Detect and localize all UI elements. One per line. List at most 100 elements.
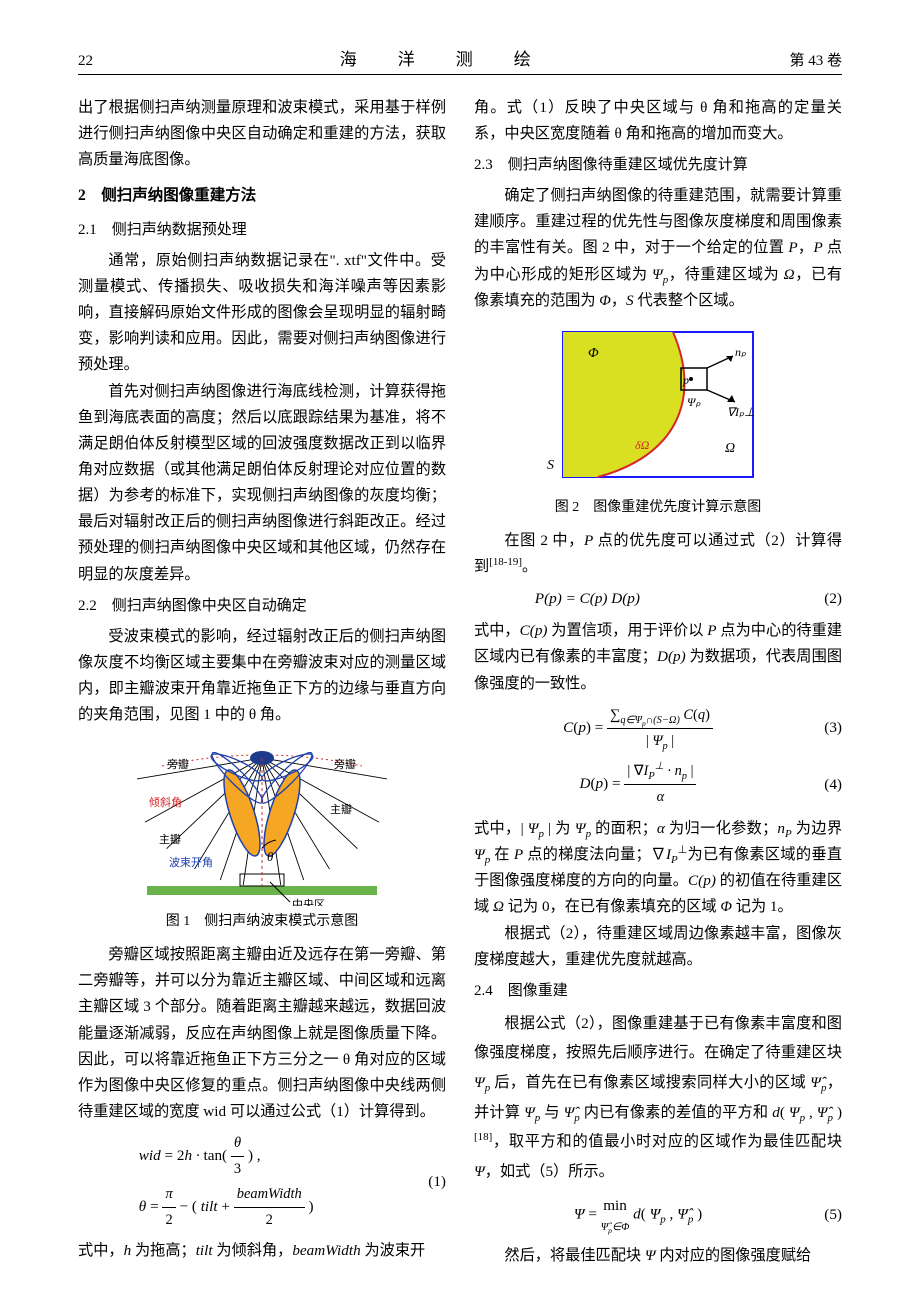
para-2-4-a: 根据公式（2），图像重建基于已有像素丰富度和图像强度梯度，按照先后顺序进行。在确… xyxy=(474,1009,842,1187)
var-p: P xyxy=(584,532,593,549)
var-alpha: α xyxy=(657,820,665,837)
var-s: S xyxy=(626,292,634,309)
volume-label: 第 43 卷 xyxy=(789,49,842,70)
txt: ) xyxy=(833,1104,842,1121)
section-2-3: 2.3 侧扫声纳图像待重建区域优先度计算 xyxy=(474,153,842,179)
equation-4-body: D(p) = | ∇IP⊥ · np | α xyxy=(474,759,802,810)
para-2-3-c: 式中，C(p) 为置信项，用于评价以 P 点为中心的待重建区域内已有像素的丰富度… xyxy=(474,618,842,696)
equation-2: P(p) = C(p) D(p) (2) xyxy=(474,586,842,612)
ref-18-19: [18-19] xyxy=(489,556,522,568)
svg-text:∇Iₚ⊥: ∇Iₚ⊥ xyxy=(727,405,755,419)
txt: 为归一化参数； xyxy=(665,820,777,837)
var-beamwidth: beamWidth xyxy=(292,1242,360,1259)
figure-2-caption: 图 2 图像重建优先度计算示意图 xyxy=(474,496,842,520)
txt: ， xyxy=(798,239,814,256)
txt: | 为 xyxy=(544,820,575,837)
txt: 在 xyxy=(490,846,514,863)
txt: ( xyxy=(780,1104,789,1121)
var-phi: Φ xyxy=(599,292,611,309)
equation-3: C(p) = ∑q∈Ψp∩(S−Ω) C(q) | Ψp | (3) xyxy=(474,703,842,754)
txt: , xyxy=(805,1104,817,1121)
equation-1-number: (1) xyxy=(406,1169,446,1195)
var-psi: Ψ xyxy=(474,1074,485,1091)
para-2-3-e: 根据式（2），待重建区域周边像素越丰富，图像灰度梯度越大，重建优先度就越高。 xyxy=(474,921,842,973)
var-tilt: tilt xyxy=(196,1242,213,1259)
txt: 在图 2 中， xyxy=(504,532,584,549)
txt: 为倾斜角， xyxy=(213,1242,293,1259)
equation-2-body: P(p) = C(p) D(p) xyxy=(474,586,802,612)
txt: 式中， xyxy=(474,622,520,639)
var-psihat: Ψ̂ xyxy=(817,1104,828,1121)
svg-text:旁瓣: 旁瓣 xyxy=(167,757,189,771)
svg-text:中央区: 中央区 xyxy=(292,898,325,906)
page-header: 22 海 洋 测 绘 第 43 卷 xyxy=(78,45,842,75)
lead-continuation: 出了根据侧扫声纳测量原理和波束模式，采用基于样例进行侧扫声纳图像中央区自动确定和… xyxy=(78,95,446,173)
var-np: n xyxy=(777,820,785,837)
para-2-3-d: 式中，| Ψp | 为 Ψp 的面积；α 为归一化参数；nP 为边界 Ψp 在 … xyxy=(474,816,842,921)
txt: 。 xyxy=(522,558,537,575)
txt: 的面积； xyxy=(591,820,657,837)
txt: 式中，| xyxy=(474,820,528,837)
var-cp: C(p) xyxy=(688,872,716,889)
svg-text:波束开角: 波束开角 xyxy=(169,856,213,869)
figure-1-svg: θ倾斜角旁瓣旁瓣主瓣主瓣波束开角中央区 xyxy=(137,736,387,906)
section-2-1: 2.1 侧扫声纳数据预处理 xyxy=(78,218,446,244)
section-2-4: 2.4 图像重建 xyxy=(474,979,842,1005)
txt: 为拖高； xyxy=(131,1242,196,1259)
txt: ，取平方和的值最小时对应的区域作为最佳匹配块 xyxy=(492,1133,842,1150)
var-psi: Ψ xyxy=(575,820,586,837)
para-2-1-b: 首先对侧扫声纳图像进行海底线检测，计算获得拖鱼到海底表面的高度；然后以底跟踪结果… xyxy=(78,379,446,588)
para-2-4-b: 然后，将最佳匹配块 Ψ 内对应的图像强度赋给 xyxy=(474,1243,842,1269)
section-2: 2 侧扫声纳图像重建方法 xyxy=(78,183,446,210)
equation-2-number: (2) xyxy=(802,586,842,612)
txt: ，待重建区域为 xyxy=(668,266,783,283)
var-p: P xyxy=(813,239,822,256)
var-dp: D(p) xyxy=(657,648,686,665)
svg-text:主瓣: 主瓣 xyxy=(330,802,352,816)
var-d: d xyxy=(772,1104,780,1121)
txt: 为边界 xyxy=(792,820,842,837)
para-2-2-c: 式中，h 为拖高；tilt 为倾斜角，beamWidth 为波束开 xyxy=(78,1238,446,1264)
var-phi: Φ xyxy=(720,898,732,915)
txt: 记为 0，在已有像素填充的区域 xyxy=(504,898,720,915)
equation-4-number: (4) xyxy=(802,772,842,798)
txt: 为置信项，用于评价以 xyxy=(547,622,707,639)
var-psi: Ψ xyxy=(652,266,663,283)
var-cp: C(p) xyxy=(520,622,548,639)
para-2-3-a: 确定了侧扫声纳图像的待重建范围，就需要计算重建顺序。重建过程的优先性与图像灰度梯… xyxy=(474,183,842,314)
var-p: P xyxy=(514,846,523,863)
svg-text:Ω: Ω xyxy=(725,441,735,456)
equation-5-number: (5) xyxy=(802,1202,842,1228)
equation-3-number: (3) xyxy=(802,715,842,741)
figure-1-caption: 图 1 侧扫声纳波束模式示意图 xyxy=(78,910,446,934)
var-psi: Ψ xyxy=(474,1163,485,1180)
section-2-2: 2.2 侧扫声纳图像中央区自动确定 xyxy=(78,594,446,620)
txt: 然后，将最佳匹配块 xyxy=(504,1247,644,1264)
txt: ，如式（5）所示。 xyxy=(485,1163,614,1180)
para-2-3-b: 在图 2 中，P 点的优先度可以通过式（2）计算得到[18-19]。 xyxy=(474,528,842,580)
txt: 点的梯度法向量；∇ xyxy=(523,846,666,863)
sub: P xyxy=(671,854,678,866)
sub: P xyxy=(785,828,792,840)
right-column: 角。式（1）反映了中央区域与 θ 角和拖高的定量关系，中央区宽度随着 θ 角和拖… xyxy=(474,95,842,1269)
para-2-2-b: 旁瓣区域按照距离主瓣由近及远存在第一旁瓣、第二旁瓣等，并可以分为靠近主瓣区域、中… xyxy=(78,942,446,1125)
svg-text:δΩ: δΩ xyxy=(635,438,650,452)
svg-text:倾斜角: 倾斜角 xyxy=(149,796,182,809)
var-psi: Ψ xyxy=(789,1104,800,1121)
svg-text:Φ: Φ xyxy=(588,346,599,361)
ref-18: [18] xyxy=(474,1131,492,1143)
svg-text:p: p xyxy=(682,373,689,387)
var-psi: Ψ xyxy=(645,1247,656,1264)
var-psihat: Ψ̂ xyxy=(810,1074,821,1091)
txt: 确定了侧扫声纳图像的待重建范围，就需要计算重建顺序。重建过程的优先性与图像灰度梯… xyxy=(474,187,842,256)
svg-text:θ: θ xyxy=(267,849,274,864)
txt: 与 xyxy=(540,1104,563,1121)
txt: 后，首先在已有像素区域搜索同样大小的区域 xyxy=(490,1074,810,1091)
sup: ⊥ xyxy=(678,844,688,856)
txt: 记为 1。 xyxy=(732,898,793,915)
var-psi: Ψ xyxy=(528,820,539,837)
equation-1: wid = 2h · tan( θ3 ) , θ = π2 − ( tilt +… xyxy=(78,1131,446,1232)
svg-text:旁瓣: 旁瓣 xyxy=(334,757,356,771)
page-number: 22 xyxy=(78,53,93,70)
svg-text:主瓣: 主瓣 xyxy=(159,832,181,846)
